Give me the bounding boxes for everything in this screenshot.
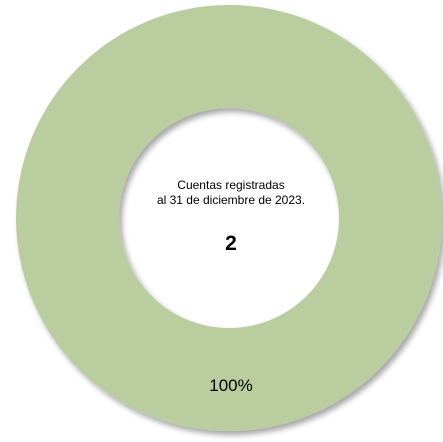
- slice-percent-label: 100%: [209, 376, 253, 395]
- center-caption: Cuentas registradas al 31 de diciembre d…: [121, 178, 341, 208]
- center-caption-line-1: Cuentas registradas: [177, 178, 285, 192]
- center-caption-line-2: al 31 de diciembre de 2023.: [156, 193, 306, 207]
- center-value: 2: [225, 232, 237, 255]
- donut-slice-0: [16, 5, 442, 431]
